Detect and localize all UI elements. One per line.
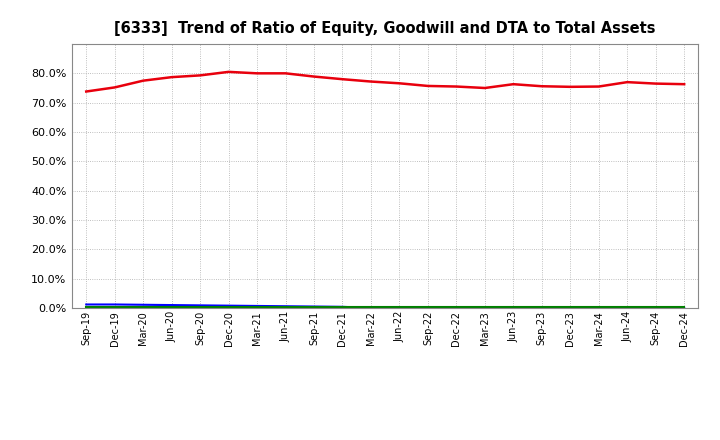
Goodwill (623, 305, 631, 311)
Equity (282, 71, 290, 76)
Equity (595, 84, 603, 89)
Line: Equity: Equity (86, 72, 684, 92)
Deferred Tax Assets (82, 304, 91, 310)
Equity (196, 73, 204, 78)
Goodwill (595, 305, 603, 311)
Deferred Tax Assets (423, 304, 432, 310)
Goodwill (366, 305, 375, 311)
Deferred Tax Assets (680, 304, 688, 310)
Deferred Tax Assets (253, 304, 261, 310)
Line: Goodwill: Goodwill (86, 304, 684, 308)
Title: [6333]  Trend of Ratio of Equity, Goodwill and DTA to Total Assets: [6333] Trend of Ratio of Equity, Goodwil… (114, 21, 656, 36)
Equity (395, 81, 404, 86)
Equity (225, 69, 233, 74)
Deferred Tax Assets (537, 304, 546, 310)
Deferred Tax Assets (566, 304, 575, 310)
Deferred Tax Assets (196, 304, 204, 310)
Equity (82, 89, 91, 94)
Deferred Tax Assets (225, 304, 233, 310)
Deferred Tax Assets (110, 304, 119, 310)
Equity (566, 84, 575, 89)
Goodwill (253, 303, 261, 308)
Goodwill (82, 302, 91, 307)
Goodwill (509, 305, 518, 311)
Equity (423, 83, 432, 88)
Deferred Tax Assets (595, 304, 603, 310)
Equity (509, 81, 518, 87)
Equity (338, 77, 347, 82)
Goodwill (196, 303, 204, 308)
Equity (366, 79, 375, 84)
Deferred Tax Assets (310, 304, 318, 310)
Deferred Tax Assets (509, 304, 518, 310)
Goodwill (110, 302, 119, 307)
Deferred Tax Assets (395, 304, 404, 310)
Deferred Tax Assets (282, 304, 290, 310)
Equity (480, 85, 489, 91)
Equity (537, 84, 546, 89)
Equity (680, 81, 688, 87)
Goodwill (338, 304, 347, 309)
Deferred Tax Assets (139, 304, 148, 310)
Deferred Tax Assets (480, 304, 489, 310)
Goodwill (652, 305, 660, 311)
Deferred Tax Assets (366, 304, 375, 310)
Goodwill (310, 304, 318, 309)
Goodwill (167, 302, 176, 308)
Goodwill (537, 305, 546, 311)
Equity (310, 74, 318, 79)
Goodwill (452, 305, 461, 311)
Deferred Tax Assets (452, 304, 461, 310)
Equity (652, 81, 660, 86)
Goodwill (395, 305, 404, 311)
Deferred Tax Assets (167, 304, 176, 310)
Goodwill (139, 302, 148, 308)
Goodwill (566, 305, 575, 311)
Equity (623, 80, 631, 85)
Goodwill (423, 305, 432, 311)
Equity (167, 74, 176, 80)
Equity (452, 84, 461, 89)
Equity (253, 71, 261, 76)
Deferred Tax Assets (652, 304, 660, 310)
Goodwill (680, 305, 688, 311)
Equity (139, 78, 148, 83)
Equity (110, 85, 119, 90)
Deferred Tax Assets (338, 304, 347, 310)
Deferred Tax Assets (623, 304, 631, 310)
Goodwill (282, 304, 290, 309)
Goodwill (225, 303, 233, 308)
Goodwill (480, 305, 489, 311)
